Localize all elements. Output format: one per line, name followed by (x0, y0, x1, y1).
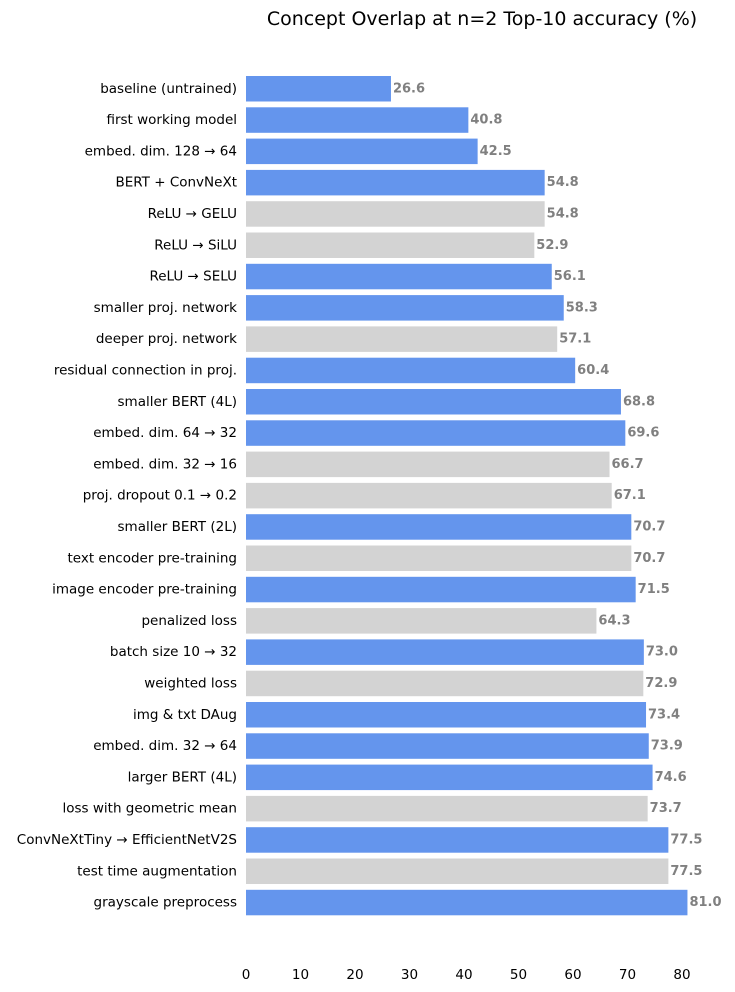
value-label-8: 57.1 (559, 332, 591, 347)
bar-3 (246, 169, 545, 196)
bar-26 (246, 889, 688, 916)
category-label-0: baseline (untrained) (100, 81, 237, 97)
category-label-7: smaller proj. network (94, 300, 238, 316)
category-label-10: smaller BERT (4L) (118, 394, 237, 410)
bar-15 (246, 545, 632, 571)
value-label-12: 66.7 (612, 457, 644, 472)
x-tick-label-8: 80 (673, 967, 690, 983)
value-label-22: 74.6 (655, 770, 687, 785)
category-label-26: grayscale preprocess (94, 895, 237, 911)
value-label-19: 72.9 (645, 676, 677, 691)
value-label-2: 42.5 (480, 144, 512, 159)
x-tick-label-1: 10 (292, 967, 309, 983)
bar-18 (246, 639, 644, 665)
category-label-25: test time augmentation (77, 863, 237, 879)
x-tick-labels-group: 0 10 20 30 40 50 60 70 80 (242, 967, 691, 983)
bars-group (246, 76, 688, 916)
category-label-12: embed. dim. 32 → 16 (93, 456, 237, 472)
bar-19 (246, 670, 644, 697)
bar-6 (246, 263, 552, 290)
value-label-10: 68.8 (623, 394, 655, 409)
value-label-23: 73.7 (650, 801, 682, 816)
bar-4 (246, 201, 545, 227)
value-label-6: 56.1 (554, 269, 586, 284)
value-labels-group: 26.6 40.8 42.5 54.8 54.8 52.9 56.1 58.3 57.1 60.4… (393, 81, 722, 910)
bar-11 (246, 420, 626, 446)
bar-8 (246, 326, 558, 352)
value-label-26: 81.0 (689, 895, 721, 910)
value-label-21: 73.9 (651, 739, 683, 754)
category-label-15: text encoder pre-training (68, 550, 238, 566)
category-label-23: loss with geometric mean (63, 801, 238, 817)
category-label-3: BERT + ConvNeXt (115, 175, 237, 191)
value-label-1: 40.8 (470, 113, 502, 128)
bar-21 (246, 733, 649, 759)
value-label-4: 54.8 (547, 206, 579, 221)
bar-0 (246, 76, 391, 102)
bar-10 (246, 389, 621, 415)
value-label-13: 67.1 (614, 488, 646, 503)
category-label-18: batch size 10 → 32 (110, 644, 237, 660)
bar-1 (246, 107, 469, 133)
x-tick-label-2: 20 (346, 967, 363, 983)
value-label-18: 73.0 (646, 645, 678, 660)
bar-17 (246, 608, 597, 634)
category-label-17: penalized loss (141, 613, 237, 629)
bar-7 (246, 295, 564, 321)
value-label-25: 77.5 (670, 864, 702, 879)
value-label-0: 26.6 (393, 81, 425, 96)
bar-23 (246, 795, 648, 822)
value-label-3: 54.8 (547, 175, 579, 190)
category-label-2: embed. dim. 128 → 64 (85, 143, 237, 159)
x-tick-label-7: 70 (619, 967, 636, 983)
bar-12 (246, 451, 610, 478)
bar-16 (246, 576, 636, 603)
chart-title: Concept Overlap at n=2 Top-10 accuracy (… (267, 8, 697, 30)
value-label-15: 70.7 (633, 551, 665, 566)
category-label-13: proj. dropout 0.1 → 0.2 (83, 488, 237, 504)
category-label-16: image encoder pre-training (52, 582, 237, 598)
x-tick-label-0: 0 (242, 967, 251, 983)
category-label-24: ConvNeXtTiny → EfficientNetV2S (17, 832, 237, 848)
value-label-16: 71.5 (638, 582, 670, 597)
bar-24 (246, 827, 669, 853)
bar-5 (246, 232, 535, 258)
bar-22 (246, 764, 653, 791)
x-tick-label-5: 50 (510, 967, 527, 983)
value-label-20: 73.4 (648, 707, 680, 722)
category-label-14: smaller BERT (2L) (118, 519, 237, 535)
bar-14 (246, 514, 632, 540)
bar-20 (246, 702, 647, 728)
category-label-21: embed. dim. 32 → 64 (93, 738, 237, 754)
category-label-4: ReLU → GELU (148, 206, 237, 222)
category-labels-group: baseline (untrained) first working model e… (17, 81, 237, 911)
category-label-1: first working model (106, 112, 237, 128)
bar-9 (246, 357, 576, 384)
value-label-11: 69.6 (627, 426, 659, 441)
value-label-7: 58.3 (566, 300, 598, 315)
value-label-17: 64.3 (598, 613, 630, 628)
value-label-24: 77.5 (670, 832, 702, 847)
category-label-6: ReLU → SELU (149, 269, 237, 285)
value-label-5: 52.9 (536, 238, 568, 253)
x-tick-label-6: 60 (564, 967, 581, 983)
category-label-20: img & txt DAug (133, 707, 237, 723)
bar-25 (246, 858, 669, 884)
category-label-22: larger BERT (4L) (128, 769, 237, 785)
category-label-11: embed. dim. 64 → 32 (93, 425, 237, 441)
x-tick-label-4: 40 (455, 967, 472, 983)
bar-13 (246, 482, 612, 509)
category-label-9: residual connection in proj. (54, 362, 237, 378)
x-tick-label-3: 30 (401, 967, 418, 983)
category-label-8: deeper proj. network (96, 331, 237, 347)
bar-2 (246, 138, 478, 165)
category-label-19: weighted loss (144, 675, 237, 691)
value-label-9: 60.4 (577, 363, 609, 378)
value-label-14: 70.7 (633, 519, 665, 534)
category-label-5: ReLU → SiLU (154, 237, 237, 253)
